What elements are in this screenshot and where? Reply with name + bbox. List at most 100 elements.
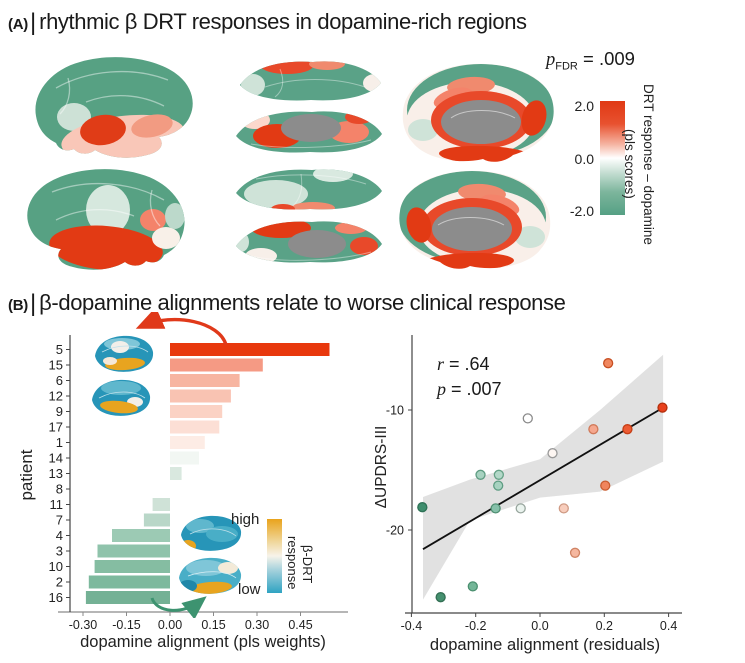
scatter-stats: r = .64 p = .007 — [437, 352, 502, 402]
brain-lateral-right-bottom — [27, 169, 185, 270]
pfdr-symbol: p — [546, 50, 556, 70]
bar — [143, 513, 170, 527]
scatter-point — [558, 503, 569, 514]
scatter-x-tick: 0.4 — [660, 619, 677, 633]
bar-category-label: 7 — [56, 513, 63, 528]
bar — [85, 591, 170, 604]
scatter-point — [600, 480, 611, 491]
bar-category-label: 13 — [49, 466, 63, 481]
bar-category-label: 6 — [56, 373, 63, 388]
pfdr-annotation: pFDR = .009 — [546, 48, 635, 73]
pfdr-sub: FDR — [555, 60, 578, 73]
brain-medial-right-bottom — [399, 170, 551, 269]
inset-brain-bottom-2 — [179, 557, 242, 594]
bar-x-tick: 0.15 — [201, 618, 225, 632]
bar — [170, 420, 220, 434]
scatter-y-axis-label: ΔUPDRS-III — [373, 426, 390, 509]
bar — [88, 575, 170, 589]
bar-category-label: 3 — [56, 544, 63, 559]
bar-x-tick: -0.30 — [69, 618, 98, 632]
inset-brain-bottom-1 — [181, 515, 242, 551]
bar-category-label: 2 — [56, 575, 63, 590]
bar — [170, 374, 240, 387]
bar-category-label: 10 — [49, 559, 63, 574]
brain-dorsal-top-a — [240, 61, 381, 101]
drt-colorbar-sublabel: (pls scores) — [622, 129, 637, 199]
scatter-x-tick: 0.0 — [531, 619, 548, 633]
inset-brain-top-2 — [92, 379, 151, 416]
panel-a-title: (A) | rhythmic β DRT responses in dopami… — [8, 8, 527, 36]
bar-category-label: 8 — [56, 482, 63, 497]
bar — [170, 467, 182, 480]
scatter-x-tick: -0.4 — [401, 619, 423, 633]
drt-colorbar — [600, 101, 625, 215]
panel-a-divider: | — [29, 9, 37, 36]
inset-brain-top-1 — [95, 335, 154, 372]
bar — [170, 405, 223, 418]
panel-a-heading: rhythmic β DRT responses in dopamine-ric… — [39, 9, 527, 34]
arrow-lowest-patient — [150, 596, 207, 618]
panel-b-tag: (B) — [8, 297, 28, 314]
bar — [170, 358, 263, 372]
bar-x-tick: 0.45 — [288, 618, 312, 632]
bdrt-colorbar-low-label: low — [238, 581, 261, 598]
brain-ventral-bottom-b — [236, 221, 382, 263]
bar — [170, 389, 231, 403]
scatter-point — [493, 480, 504, 491]
bar-category-label: 5 — [56, 342, 63, 357]
scatter-stat-p: p = .007 — [437, 379, 502, 399]
bar-category-label: 15 — [49, 358, 63, 373]
bar-category-label: 9 — [56, 404, 63, 419]
brain-medial-left-top — [402, 63, 554, 162]
scatter-point — [603, 358, 614, 369]
panel-b-divider: | — [29, 290, 37, 317]
bdrt-colorbar-label-1: β-DRT — [300, 544, 315, 584]
scatter-point — [657, 402, 668, 413]
drt-colorbar-tick-top: 2.0 — [574, 98, 594, 114]
bar-x-tick: 0.00 — [158, 618, 182, 632]
scatter-point — [475, 469, 486, 480]
bar — [170, 343, 330, 356]
scatter-point — [588, 424, 599, 435]
updrs-alignment-scatter: -0.4 -0.2 0.0 0.2 0.4 -10 -20 dopamine alignmen… — [373, 335, 682, 654]
bdrt-colorbar-high-label: high — [231, 511, 260, 528]
bar-x-tick: -0.15 — [112, 618, 141, 632]
bar-category-label: 17 — [49, 420, 63, 435]
scatter-point — [467, 581, 478, 592]
scatter-point — [547, 448, 558, 459]
scatter-point — [622, 424, 633, 435]
drt-colorbar-tick-mid: 0.0 — [574, 151, 594, 167]
bar-y-axis-label: patient — [17, 449, 36, 500]
bar-category-label: 11 — [50, 497, 64, 512]
panel-a-tag: (A) — [8, 16, 28, 33]
brain-lateral-left-top — [35, 57, 193, 158]
scatter-x-axis-label: dopamine alignment (residuals) — [430, 636, 660, 654]
scatter-point — [522, 413, 533, 424]
bar — [97, 544, 170, 558]
bar — [170, 451, 199, 465]
scatter-stat-r: r = .64 — [437, 354, 490, 374]
bar — [94, 560, 170, 573]
scatter-x-tick: -0.2 — [465, 619, 487, 633]
bar-category-label: 12 — [49, 389, 63, 404]
confidence-band — [423, 354, 664, 600]
drt-colorbar-tick-bottom: -2.0 — [569, 203, 594, 219]
scatter-point — [569, 547, 581, 558]
bar-category-label: 16 — [49, 590, 63, 605]
bdrt-colorbar — [267, 519, 282, 593]
bar-category-label: 1 — [56, 435, 63, 450]
bar — [112, 529, 170, 542]
bar-x-axis-label: dopamine alignment (pls weights) — [80, 633, 326, 651]
brain-ventral-top-b — [236, 111, 382, 153]
scatter-point — [417, 502, 428, 513]
drt-colorbar-label: DRT response – dopamine — [641, 83, 656, 245]
scatter-y-tick: -20 — [386, 524, 404, 538]
scatter-point — [515, 503, 526, 514]
panel-b-heading: β-dopamine alignments relate to worse cl… — [39, 290, 566, 315]
bdrt-colorbar-label-2: response — [285, 536, 300, 590]
bar — [152, 498, 170, 511]
arrow-highest-patient — [135, 312, 228, 346]
bar-category-label: 4 — [56, 528, 63, 543]
